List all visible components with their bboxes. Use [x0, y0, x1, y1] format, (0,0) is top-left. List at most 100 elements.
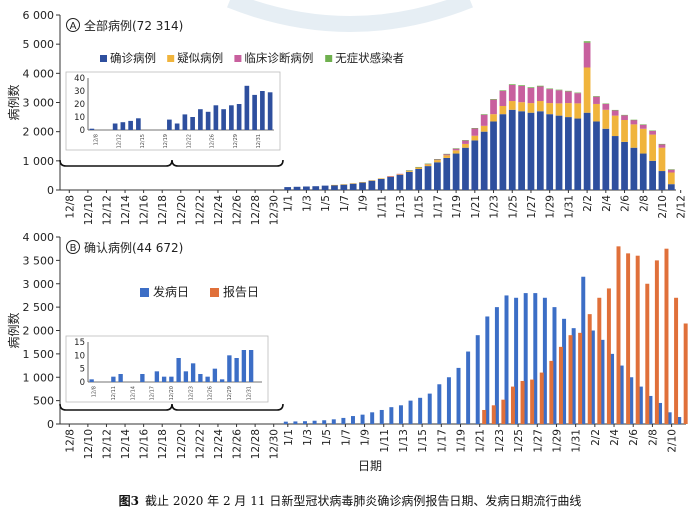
bar-0-2-6	[629, 377, 634, 424]
x-tick-label: 12/14	[120, 429, 132, 460]
x-tick-label: 2/4	[609, 429, 621, 446]
x-tick-label: 12/26	[232, 429, 244, 460]
inset-x-tick-label: 12/29	[227, 386, 233, 400]
inset-bar-12-12	[118, 374, 123, 382]
y-tick-label: 3 500	[23, 254, 55, 267]
bar-0-1-18	[443, 157, 451, 190]
inset-x-tick-label: 12/14	[130, 386, 136, 400]
x-tick-label: 2/6	[620, 195, 632, 212]
x-tick-label: 12/20	[176, 195, 188, 225]
bar-0-1-10	[370, 412, 375, 424]
bar-0-1-29	[552, 307, 557, 424]
bar-1-2-2	[583, 67, 591, 113]
bar-1-1-27	[527, 103, 535, 113]
bar-1-1-27	[539, 372, 544, 424]
bar-0-1-29	[546, 114, 554, 190]
bar-0-1-27	[527, 112, 535, 190]
bar-0-1-12	[389, 407, 394, 424]
x-tick-label: 1/13	[395, 195, 407, 219]
y-tick-label: 3 000	[23, 97, 55, 110]
bar-3-2-3	[593, 96, 600, 97]
x-tick-label: 1/31	[571, 429, 583, 453]
x-tick-label: 1/17	[432, 195, 444, 219]
inset-y-tick-label: 0	[80, 378, 85, 388]
bar-0-2-6	[621, 141, 628, 190]
bar-0-1-17	[434, 162, 441, 190]
bar-3-1-17	[434, 159, 441, 160]
bar-0-2-3	[600, 339, 605, 424]
bar-3-1-30	[555, 89, 563, 91]
x-tick-label: 1/5	[321, 429, 333, 446]
bar-1-1-12	[387, 176, 394, 177]
bar-1-2-7	[630, 124, 638, 148]
y-tick-label: 0	[47, 184, 54, 197]
bar-0-1-19	[452, 153, 460, 190]
bar-1-1-13	[396, 173, 404, 175]
bar-2-1-20	[462, 140, 469, 144]
x-tick-label: 1/29	[551, 429, 563, 453]
inset-x-tick-label: 12/15	[140, 134, 146, 148]
bar-0-1-2	[293, 186, 301, 190]
x-tick-label: 1/1	[283, 429, 295, 446]
bar-1-1-22	[480, 125, 488, 132]
bar-1-2-4	[616, 246, 621, 424]
x-tick-label: 1/19	[451, 195, 463, 219]
x-tick-label: 12/16	[139, 429, 151, 460]
bar-0-1-6	[331, 185, 338, 190]
x-tick-label: 1/3	[302, 429, 314, 446]
bar-1-1-26	[530, 379, 535, 424]
legend-label: 发病日	[153, 284, 189, 299]
panel-title: 全部病例(72 314)	[84, 18, 183, 33]
inset-bar-12-15	[140, 374, 145, 382]
bar-0-2-2	[590, 330, 595, 424]
inset-bar-12-26	[229, 105, 234, 130]
bar-3-1-24	[499, 90, 507, 91]
x-tick-label: 12/8	[64, 429, 76, 453]
bar-0-1-24	[504, 295, 509, 424]
inset-frame	[65, 71, 281, 151]
inset-x-tick-label: 12/11	[111, 386, 117, 400]
inset-x-tick-label: 12/23	[188, 386, 194, 400]
bar-0-1-24	[499, 114, 507, 190]
x-tick-label: 2/2	[582, 195, 594, 212]
bar-1-1-17	[434, 160, 441, 163]
bar-0-2-11	[677, 416, 682, 424]
x-tick-label: 1/11	[379, 429, 391, 453]
bar-2-2-2	[583, 42, 591, 68]
bar-1-1-30	[568, 335, 573, 424]
bar-1-1-28	[549, 360, 554, 424]
bar-0-1-26	[523, 293, 528, 424]
x-tick-label: 12/26	[232, 195, 244, 226]
bar-2-1-23	[490, 99, 497, 115]
x-tick-label: 12/8	[64, 195, 76, 219]
x-tick-label: 12/16	[139, 195, 151, 226]
x-tick-label: 1/9	[360, 429, 372, 446]
inset-x-tick-label: 12/26	[208, 386, 214, 400]
y-tick-label: 5 000	[23, 38, 55, 51]
x-tick-label: 2/8	[647, 429, 659, 446]
x-tick-label: 1/15	[417, 429, 429, 453]
x-tick-label: 12/20	[176, 429, 188, 459]
bar-0-1-20	[462, 147, 469, 190]
x-tick-label: 1/23	[489, 195, 501, 219]
bar-1-1-11	[377, 178, 385, 179]
bar-2-1-27	[527, 87, 535, 104]
y-tick-label: 1 500	[23, 348, 55, 361]
bar-1-1-25	[520, 380, 525, 424]
bar-3-2-7	[630, 119, 638, 121]
bar-0-1-15	[415, 169, 423, 190]
bar-0-1-11	[379, 409, 384, 424]
x-tick-label: 2/6	[628, 429, 640, 446]
bar-0-1-16	[424, 166, 432, 190]
bar-0-1-10	[368, 180, 376, 190]
panel-letter: A	[70, 21, 77, 32]
inset-bar-12-12	[120, 122, 126, 130]
inset-x-tick-label: 12/26	[210, 134, 216, 148]
bar-1-1-23	[501, 399, 506, 424]
inset-bar-12-18	[161, 376, 167, 382]
december-bracket	[59, 159, 284, 167]
bar-0-1-11	[377, 178, 385, 190]
legend-swatch	[100, 55, 107, 62]
bar-2-1-13	[396, 173, 404, 175]
bar-1-2-11	[667, 172, 675, 185]
